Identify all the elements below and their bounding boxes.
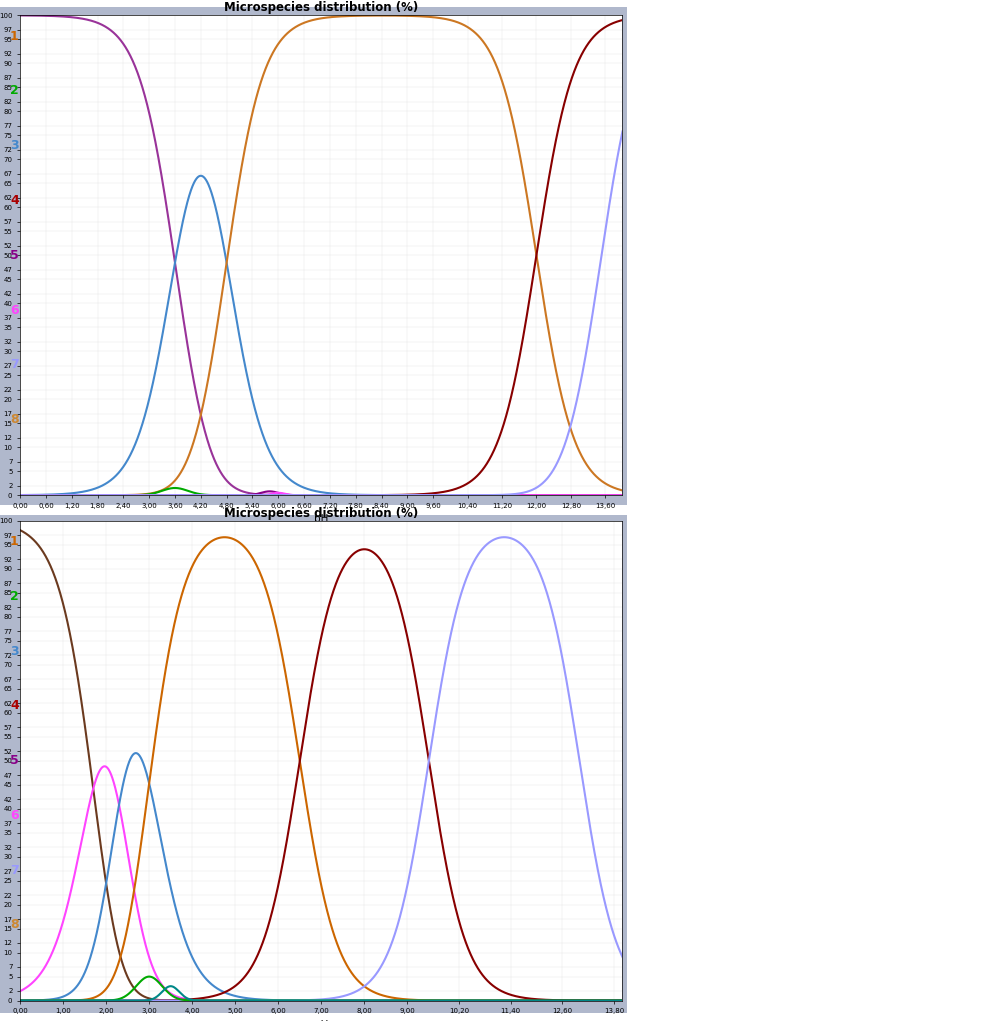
X-axis label: pH: pH bbox=[314, 1020, 328, 1021]
X-axis label: pH: pH bbox=[314, 515, 328, 525]
Text: 7: 7 bbox=[10, 864, 19, 877]
Text: 4: 4 bbox=[10, 194, 19, 207]
Text: 3: 3 bbox=[10, 644, 19, 658]
Title: Microspecies distribution (%): Microspecies distribution (%) bbox=[224, 1, 418, 14]
Text: 1: 1 bbox=[10, 30, 19, 43]
Text: 2: 2 bbox=[10, 590, 19, 602]
Text: 3: 3 bbox=[10, 139, 19, 152]
Text: 2: 2 bbox=[10, 85, 19, 97]
Text: 5: 5 bbox=[10, 249, 19, 261]
Title: Microspecies distribution (%): Microspecies distribution (%) bbox=[224, 506, 418, 520]
Text: 8: 8 bbox=[10, 414, 19, 426]
Text: 6: 6 bbox=[10, 809, 19, 822]
Text: 5: 5 bbox=[10, 755, 19, 767]
Text: 6: 6 bbox=[10, 303, 19, 317]
Text: 7: 7 bbox=[10, 358, 19, 372]
Text: 1: 1 bbox=[10, 535, 19, 548]
Text: 8: 8 bbox=[10, 919, 19, 931]
Text: 4: 4 bbox=[10, 699, 19, 713]
